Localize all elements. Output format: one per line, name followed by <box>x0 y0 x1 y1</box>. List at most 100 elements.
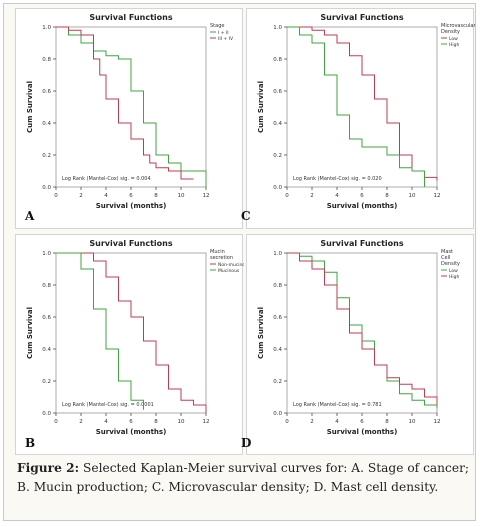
x-axis-label: Survival (months) <box>327 428 398 436</box>
y-tick-label: 1.0 <box>273 25 282 31</box>
y-tick-label: 0.2 <box>273 379 282 385</box>
x-tick-label: 0 <box>285 193 289 199</box>
x-tick-label: 0 <box>54 419 58 425</box>
survival-curve <box>287 26 438 181</box>
x-tick-label: 10 <box>409 419 416 425</box>
panel-b-mucin-secretion: Survival Functions 0 2 4 6 8 10 12 0.0 0.2 0.4 0.6 0… <box>15 234 244 455</box>
x-tick-label: 10 <box>178 419 185 425</box>
x-tick-label: 2 <box>310 419 314 425</box>
x-tick-label: 6 <box>129 193 133 199</box>
legend-entry: III + IV <box>218 36 234 42</box>
y-axis-label: Cum Survival <box>257 81 265 133</box>
log-rank-annotation: Log Rank (Mantel-Cox) sig. = 0.020 <box>293 176 382 182</box>
km-chart-svg: Survival Functions 0 2 4 6 8 10 12 0.0 0.2 0.4 0.6 0… <box>257 239 460 436</box>
y-tick-label: 0.2 <box>273 153 282 159</box>
y-tick-label: 0.8 <box>42 283 51 289</box>
x-tick-label: 10 <box>178 193 185 199</box>
y-tick-label: 0.8 <box>273 283 282 289</box>
legend-title: Mast <box>441 249 453 255</box>
y-tick-label: 0.6 <box>42 315 51 321</box>
legend-title: secretion <box>210 255 233 261</box>
km-chart-svg: Survival Functions 0 2 4 6 8 10 12 0.0 0.2 0.4 0.6 0… <box>257 13 475 210</box>
x-tick-label: 4 <box>335 419 339 425</box>
plot-area <box>286 26 438 188</box>
y-axis-label: Cum Survival <box>26 307 34 359</box>
panel-label-c: C <box>241 209 251 223</box>
chart-title: Survival Functions <box>320 13 403 22</box>
x-tick-label: 2 <box>310 193 314 199</box>
y-tick-label: 0.4 <box>42 347 51 353</box>
figure-frame: Survival Functions 0 2 4 6 8 10 12 0.0 0.2 0.4 0.6 0… <box>3 3 476 521</box>
legend-entry: High <box>449 42 459 48</box>
y-tick-label: 0.4 <box>273 121 282 127</box>
legend-title: Microvascular <box>441 23 475 29</box>
legend-title: Density <box>441 29 460 35</box>
y-tick-label: 0.4 <box>273 347 282 353</box>
panel-label-a: A <box>25 209 35 223</box>
caption-text: Selected Kaplan-Meier survival curves fo… <box>17 461 469 494</box>
y-tick-label: 0.6 <box>273 89 282 95</box>
legend-entry: Low <box>449 36 458 42</box>
log-rank-annotation: Log Rank (Mantel-Cox) sig. = 0.004 <box>62 176 151 182</box>
legend-title: Cell <box>441 255 450 261</box>
x-axis-label: Survival (months) <box>96 428 167 436</box>
legend-title: Density <box>441 261 460 267</box>
survival-curve <box>56 26 194 180</box>
log-rank-annotation: Log Rank (Mantel-Cox) sig. = 0.781 <box>293 402 382 408</box>
log-rank-annotation: Log Rank (Mantel-Cox) sig. = 0.0001 <box>62 402 154 408</box>
y-tick-label: 0.2 <box>42 379 51 385</box>
y-tick-label: 0.0 <box>42 411 51 417</box>
x-tick-label: 2 <box>79 193 83 199</box>
survival-curve <box>56 252 207 413</box>
y-tick-label: 0.6 <box>273 315 282 321</box>
y-tick-label: 0.0 <box>273 185 282 191</box>
x-tick-label: 8 <box>385 419 389 425</box>
panel-label-d: D <box>241 436 252 450</box>
caption-label: Figure 2: <box>17 461 80 475</box>
chart-title: Survival Functions <box>89 13 172 22</box>
panel-a-stage: Survival Functions 0 2 4 6 8 10 12 0.0 0.2 0.4 0.6 0… <box>15 8 243 229</box>
x-tick-label: 4 <box>104 419 108 425</box>
panel-label-b: B <box>25 436 36 450</box>
x-tick-label: 0 <box>285 419 289 425</box>
legend-entry: Non-mucinous <box>218 262 244 268</box>
y-tick-label: 1.0 <box>42 25 51 31</box>
x-tick-label: 6 <box>360 419 364 425</box>
x-tick-label: 4 <box>104 193 108 199</box>
survival-curve <box>287 252 438 409</box>
y-axis-label: Cum Survival <box>257 307 265 359</box>
legend-title: Mucin <box>210 249 225 255</box>
km-chart-svg: Survival Functions 0 2 4 6 8 10 12 0.0 0.2 0.4 0.6 0… <box>26 13 234 210</box>
km-chart-svg: Survival Functions 0 2 4 6 8 10 12 0.0 0.2 0.4 0.6 0… <box>26 239 244 436</box>
survival-curve <box>56 26 207 187</box>
survival-curve <box>287 252 438 405</box>
y-tick-label: 0.6 <box>42 89 51 95</box>
legend-entry: I + II <box>218 30 229 36</box>
x-tick-label: 6 <box>360 193 364 199</box>
x-axis-label: Survival (months) <box>96 202 167 210</box>
chart-title: Survival Functions <box>89 239 172 248</box>
y-tick-label: 1.0 <box>42 251 51 257</box>
legend-title: Stage <box>210 23 224 29</box>
x-tick-label: 12 <box>434 193 441 199</box>
y-tick-label: 0.4 <box>42 121 51 127</box>
x-tick-label: 4 <box>335 193 339 199</box>
plot-area <box>55 26 207 188</box>
survival-curve <box>56 252 144 410</box>
legend-entry: Low <box>449 268 458 274</box>
x-tick-label: 10 <box>409 193 416 199</box>
x-tick-label: 6 <box>129 419 133 425</box>
x-tick-label: 0 <box>54 193 58 199</box>
y-tick-label: 0.8 <box>42 57 51 63</box>
y-tick-label: 0.0 <box>42 185 51 191</box>
panel-d-mast-cell-density: Survival Functions 0 2 4 6 8 10 12 0.0 0.2 0.4 0.6 0… <box>246 234 474 455</box>
panel-c-microvascular-density: Survival Functions 0 2 4 6 8 10 12 0.0 0.2 0.4 0.6 0… <box>246 8 475 229</box>
x-tick-label: 12 <box>203 419 210 425</box>
x-tick-label: 12 <box>203 193 210 199</box>
y-tick-label: 1.0 <box>273 251 282 257</box>
figure-caption: Figure 2: Selected Kaplan-Meier survival… <box>17 459 469 497</box>
x-tick-label: 8 <box>385 193 389 199</box>
y-axis-label: Cum Survival <box>26 81 34 133</box>
x-tick-label: 2 <box>79 419 83 425</box>
x-axis-label: Survival (months) <box>327 202 398 210</box>
